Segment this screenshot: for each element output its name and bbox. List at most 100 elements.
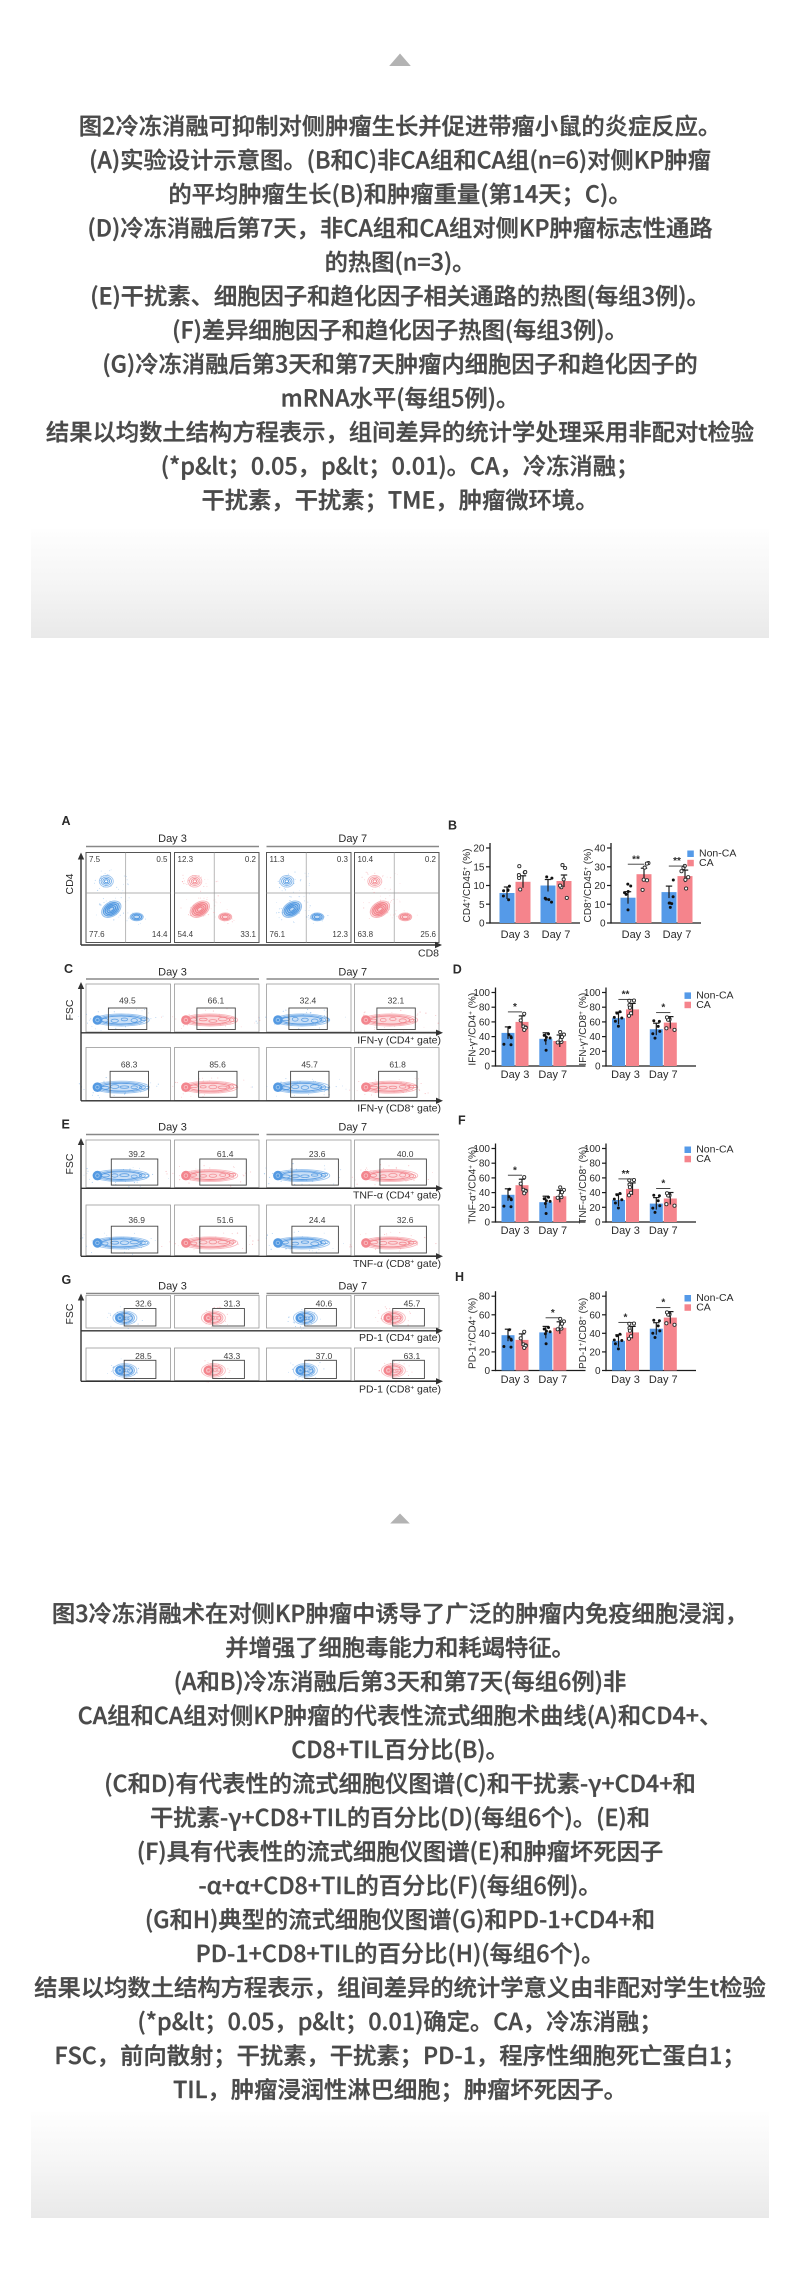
svg-text:Day 3: Day 3 xyxy=(611,1225,640,1237)
svg-text:CA: CA xyxy=(696,999,711,1011)
svg-text:*: * xyxy=(513,1002,517,1013)
svg-text:CD8: CD8 xyxy=(418,948,439,960)
svg-text:40: 40 xyxy=(479,1188,491,1199)
svg-text:10: 10 xyxy=(594,900,606,911)
svg-text:80: 80 xyxy=(479,1003,491,1014)
svg-text:15: 15 xyxy=(473,862,485,873)
svg-text:TNF-α+​/CD4+​ (%): TNF-α+​/CD4+​ (%) xyxy=(467,1147,478,1224)
svg-text:85.6: 85.6 xyxy=(209,1060,226,1070)
svg-text:Day 3: Day 3 xyxy=(611,1069,640,1081)
svg-text:PD-1+​/CD4+​ (%): PD-1+​/CD4+​ (%) xyxy=(467,1298,478,1369)
svg-text:24.4: 24.4 xyxy=(309,1215,326,1225)
svg-text:45.7: 45.7 xyxy=(301,1060,318,1070)
svg-text:20: 20 xyxy=(594,881,606,892)
svg-text:Day 7: Day 7 xyxy=(338,1281,367,1293)
svg-text:40: 40 xyxy=(479,1329,491,1340)
svg-text:45.7: 45.7 xyxy=(404,1299,421,1309)
svg-text:TNF-α (CD4+​ gate): TNF-α (CD4+​ gate) xyxy=(353,1189,441,1201)
svg-text:20: 20 xyxy=(473,844,485,855)
svg-text:60: 60 xyxy=(589,1310,601,1321)
svg-text:7.5: 7.5 xyxy=(89,855,101,864)
svg-text:77.6: 77.6 xyxy=(89,930,105,939)
svg-text:Day 3: Day 3 xyxy=(501,1225,530,1237)
svg-text:*: * xyxy=(624,1312,628,1323)
svg-text:Day 7: Day 7 xyxy=(338,967,367,979)
svg-text:80: 80 xyxy=(479,1159,491,1170)
svg-text:43.3: 43.3 xyxy=(224,1351,241,1361)
svg-text:Day 7: Day 7 xyxy=(338,833,367,845)
svg-text:E: E xyxy=(62,1118,70,1132)
svg-text:63.8: 63.8 xyxy=(358,930,374,939)
svg-text:14.4: 14.4 xyxy=(152,930,168,939)
svg-text:80: 80 xyxy=(479,1292,491,1303)
svg-text:*: * xyxy=(661,1178,665,1189)
svg-text:80: 80 xyxy=(589,1003,601,1014)
svg-text:0: 0 xyxy=(484,1062,490,1073)
svg-text:40: 40 xyxy=(594,844,606,855)
svg-text:80: 80 xyxy=(589,1292,601,1303)
svg-text:54.4: 54.4 xyxy=(178,930,194,939)
svg-text:40: 40 xyxy=(589,1188,601,1199)
svg-text:5: 5 xyxy=(479,900,485,911)
svg-text:Day 3: Day 3 xyxy=(622,929,651,941)
svg-text:20: 20 xyxy=(479,1347,491,1358)
svg-text:IFN-γ+​/CD4+​ (%): IFN-γ+​/CD4+​ (%) xyxy=(467,993,478,1066)
svg-text:B: B xyxy=(448,819,457,833)
svg-text:33.1: 33.1 xyxy=(240,930,256,939)
svg-text:60: 60 xyxy=(479,1173,491,1184)
svg-text:Non-CA: Non-CA xyxy=(696,1144,733,1156)
svg-text:Day 7: Day 7 xyxy=(538,1225,567,1237)
svg-text:40.0: 40.0 xyxy=(397,1149,414,1159)
svg-text:PD-1 (CD8+​ gate): PD-1 (CD8+​ gate) xyxy=(359,1384,441,1396)
svg-text:28.5: 28.5 xyxy=(135,1351,152,1361)
svg-text:H: H xyxy=(455,1270,464,1284)
svg-text:60: 60 xyxy=(479,1017,491,1028)
svg-text:Day 7: Day 7 xyxy=(649,1374,678,1386)
svg-text:0: 0 xyxy=(479,919,485,930)
svg-text:0: 0 xyxy=(600,919,606,930)
svg-text:Day 3: Day 3 xyxy=(158,1281,187,1293)
svg-text:Non-CA: Non-CA xyxy=(696,1292,733,1304)
svg-text:49.5: 49.5 xyxy=(119,996,136,1006)
svg-text:0: 0 xyxy=(595,1366,601,1377)
svg-text:60: 60 xyxy=(479,1310,491,1321)
svg-text:**: ** xyxy=(622,989,630,1000)
svg-text:37.0: 37.0 xyxy=(316,1351,333,1361)
svg-text:66.1: 66.1 xyxy=(208,996,225,1006)
svg-text:Day 7: Day 7 xyxy=(649,1225,678,1237)
svg-text:32.6: 32.6 xyxy=(397,1215,414,1225)
svg-text:61.4: 61.4 xyxy=(217,1149,234,1159)
svg-text:Day 3: Day 3 xyxy=(501,929,530,941)
svg-text:40: 40 xyxy=(589,1032,601,1043)
svg-text:32.4: 32.4 xyxy=(300,996,317,1006)
svg-text:0.3: 0.3 xyxy=(337,855,349,864)
svg-text:IFN-γ+​/CD8+​ (%): IFN-γ+​/CD8+​ (%) xyxy=(578,993,589,1066)
svg-text:0: 0 xyxy=(484,1218,490,1229)
svg-text:PD-1 (CD4+​ gate): PD-1 (CD4+​ gate) xyxy=(359,1332,441,1344)
svg-text:CA: CA xyxy=(699,857,714,869)
svg-text:30: 30 xyxy=(594,862,606,873)
svg-text:63.1: 63.1 xyxy=(404,1351,421,1361)
svg-text:Day 7: Day 7 xyxy=(538,1069,567,1081)
svg-text:Day 3: Day 3 xyxy=(158,833,187,845)
svg-text:0: 0 xyxy=(595,1062,601,1073)
svg-text:40: 40 xyxy=(479,1032,491,1043)
svg-text:Day 7: Day 7 xyxy=(338,1122,367,1134)
svg-text:FSC: FSC xyxy=(64,999,76,1020)
svg-text:20: 20 xyxy=(589,1347,601,1358)
svg-text:10: 10 xyxy=(473,881,485,892)
svg-text:*: * xyxy=(661,1298,665,1309)
svg-text:0.2: 0.2 xyxy=(245,855,257,864)
svg-text:12.3: 12.3 xyxy=(332,930,348,939)
svg-text:0.5: 0.5 xyxy=(156,855,168,864)
svg-text:40.6: 40.6 xyxy=(316,1299,333,1309)
svg-text:Day 3: Day 3 xyxy=(158,967,187,979)
svg-text:31.3: 31.3 xyxy=(224,1299,241,1309)
svg-text:D: D xyxy=(453,963,462,977)
svg-text:Non-CA: Non-CA xyxy=(699,848,736,860)
svg-text:100: 100 xyxy=(584,1144,601,1155)
svg-text:76.1: 76.1 xyxy=(270,930,286,939)
svg-text:F: F xyxy=(458,1114,466,1128)
svg-text:Day 3: Day 3 xyxy=(501,1069,530,1081)
svg-text:*: * xyxy=(513,1165,517,1176)
